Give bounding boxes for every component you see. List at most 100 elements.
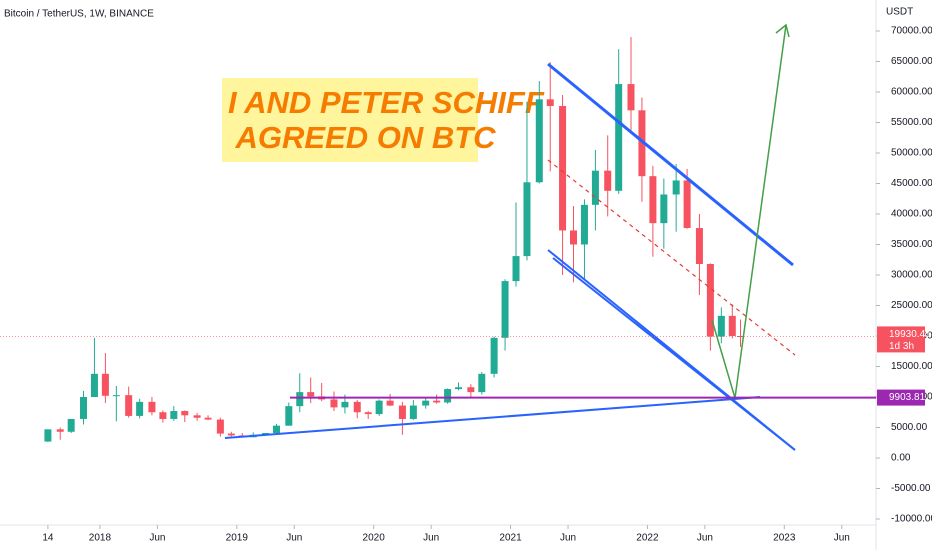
countdown-label: 1d 3h <box>889 341 914 352</box>
annotation: I AND PETER SCHIFF <box>228 85 545 120</box>
candle-body <box>580 204 588 245</box>
candle-body <box>101 373 109 396</box>
candle-body <box>604 170 612 191</box>
target-arrow <box>734 24 787 399</box>
candle-body <box>736 336 744 337</box>
candle-body <box>285 406 293 426</box>
y-tick-label: 35000.00 <box>891 239 932 250</box>
y-tick-label: 55000.00 <box>891 117 932 128</box>
candle-body <box>649 176 657 224</box>
candle-body <box>455 387 463 390</box>
candle-body <box>501 281 509 338</box>
candle-body <box>695 228 703 265</box>
x-tick-label: Jun <box>834 533 850 544</box>
x-tick-label: 2022 <box>636 533 659 544</box>
axis-unit: USDT <box>886 7 913 18</box>
candle-body <box>706 264 714 337</box>
channel-line <box>552 257 796 451</box>
candle-body <box>112 395 120 397</box>
x-tick-label: 2020 <box>363 533 386 544</box>
y-tick-label: 5000.00 <box>891 422 928 433</box>
candle-body <box>375 400 383 415</box>
candle-body <box>638 110 646 177</box>
y-tick-label: 40000.00 <box>891 209 932 220</box>
arrow-head <box>775 23 790 38</box>
y-tick-label: 30000.00 <box>891 270 932 281</box>
y-tick-label: 0.00 <box>891 453 911 464</box>
x-tick-label: Jun <box>149 533 165 544</box>
y-tick-label: 50000.00 <box>891 148 932 159</box>
x-tick-label: 2021 <box>499 533 522 544</box>
channel-line <box>547 62 794 267</box>
candle-body <box>627 84 635 111</box>
candle-body <box>353 401 361 413</box>
plot <box>44 37 744 443</box>
x-tick-label: 2018 <box>89 533 112 544</box>
y-tick-label: 25000.00 <box>891 300 932 311</box>
x-tick-label: 14 <box>42 533 54 544</box>
candle-body <box>125 395 133 416</box>
candle-body <box>728 315 736 336</box>
x-tick-label: Jun <box>423 533 439 544</box>
last-price-badge <box>877 326 925 353</box>
x-tick-label: 2023 <box>773 533 796 544</box>
candle-body <box>535 99 543 183</box>
support-line <box>224 396 761 439</box>
candle-body <box>386 400 394 406</box>
level-badge <box>877 389 925 406</box>
candle-body <box>660 194 668 224</box>
level-label: 9903.81 <box>889 392 926 403</box>
drawings <box>224 23 796 451</box>
candle-body <box>148 401 156 413</box>
y-tick-label: 15000.00 <box>891 361 932 372</box>
target-arrow <box>711 319 736 399</box>
candle-body <box>591 170 599 205</box>
candle-body <box>296 392 304 407</box>
candle-body <box>307 392 315 397</box>
candle-body <box>272 425 280 433</box>
candle-body <box>330 399 338 408</box>
y-tick-label: 70000.00 <box>891 26 932 37</box>
candle-body <box>523 182 531 257</box>
last-price-label: 19930.45 <box>889 329 931 340</box>
candle-body <box>615 84 623 191</box>
x-tick-label: Jun <box>560 533 576 544</box>
candle-body <box>478 373 486 393</box>
y-tick-label: 65000.00 <box>891 56 932 67</box>
annotation-box <box>222 78 478 162</box>
candle-body <box>683 180 691 229</box>
candle-body <box>204 417 212 420</box>
candle-body <box>398 405 406 419</box>
candle-body <box>433 400 441 403</box>
y-tick-label: -10000.00 <box>891 514 932 525</box>
candle-body <box>490 337 498 374</box>
chart-title: Bitcoin / TetherUS, 1W, BINANCE <box>4 9 154 20</box>
candle-body <box>717 315 725 337</box>
y-tick-label: -5000.00 <box>891 483 931 494</box>
candle-body <box>467 387 475 393</box>
candle-body <box>181 411 189 416</box>
x-tick-label: 2019 <box>226 533 249 544</box>
candle-body <box>546 99 554 107</box>
candle-body <box>90 373 98 397</box>
y-tick-label: 45000.00 <box>891 178 932 189</box>
x-tick-label: Jun <box>286 533 302 544</box>
candle-body <box>672 180 680 195</box>
candle-body <box>444 389 452 403</box>
annotation: AGREED ON BTC <box>228 120 496 155</box>
candle-body <box>216 419 224 434</box>
candle-body <box>136 401 144 416</box>
candle-body <box>44 429 52 442</box>
candle-body <box>422 400 430 406</box>
x-tick-label: Jun <box>697 533 713 544</box>
candle-body <box>67 418 75 432</box>
candle-body <box>364 412 372 415</box>
y-tick-label: 60000.00 <box>891 87 932 98</box>
candle-body <box>170 411 178 419</box>
candle-body <box>193 415 201 418</box>
candle-body <box>341 401 349 408</box>
candle-body <box>559 106 567 231</box>
candle-body <box>56 429 64 432</box>
candle-body <box>570 230 578 245</box>
